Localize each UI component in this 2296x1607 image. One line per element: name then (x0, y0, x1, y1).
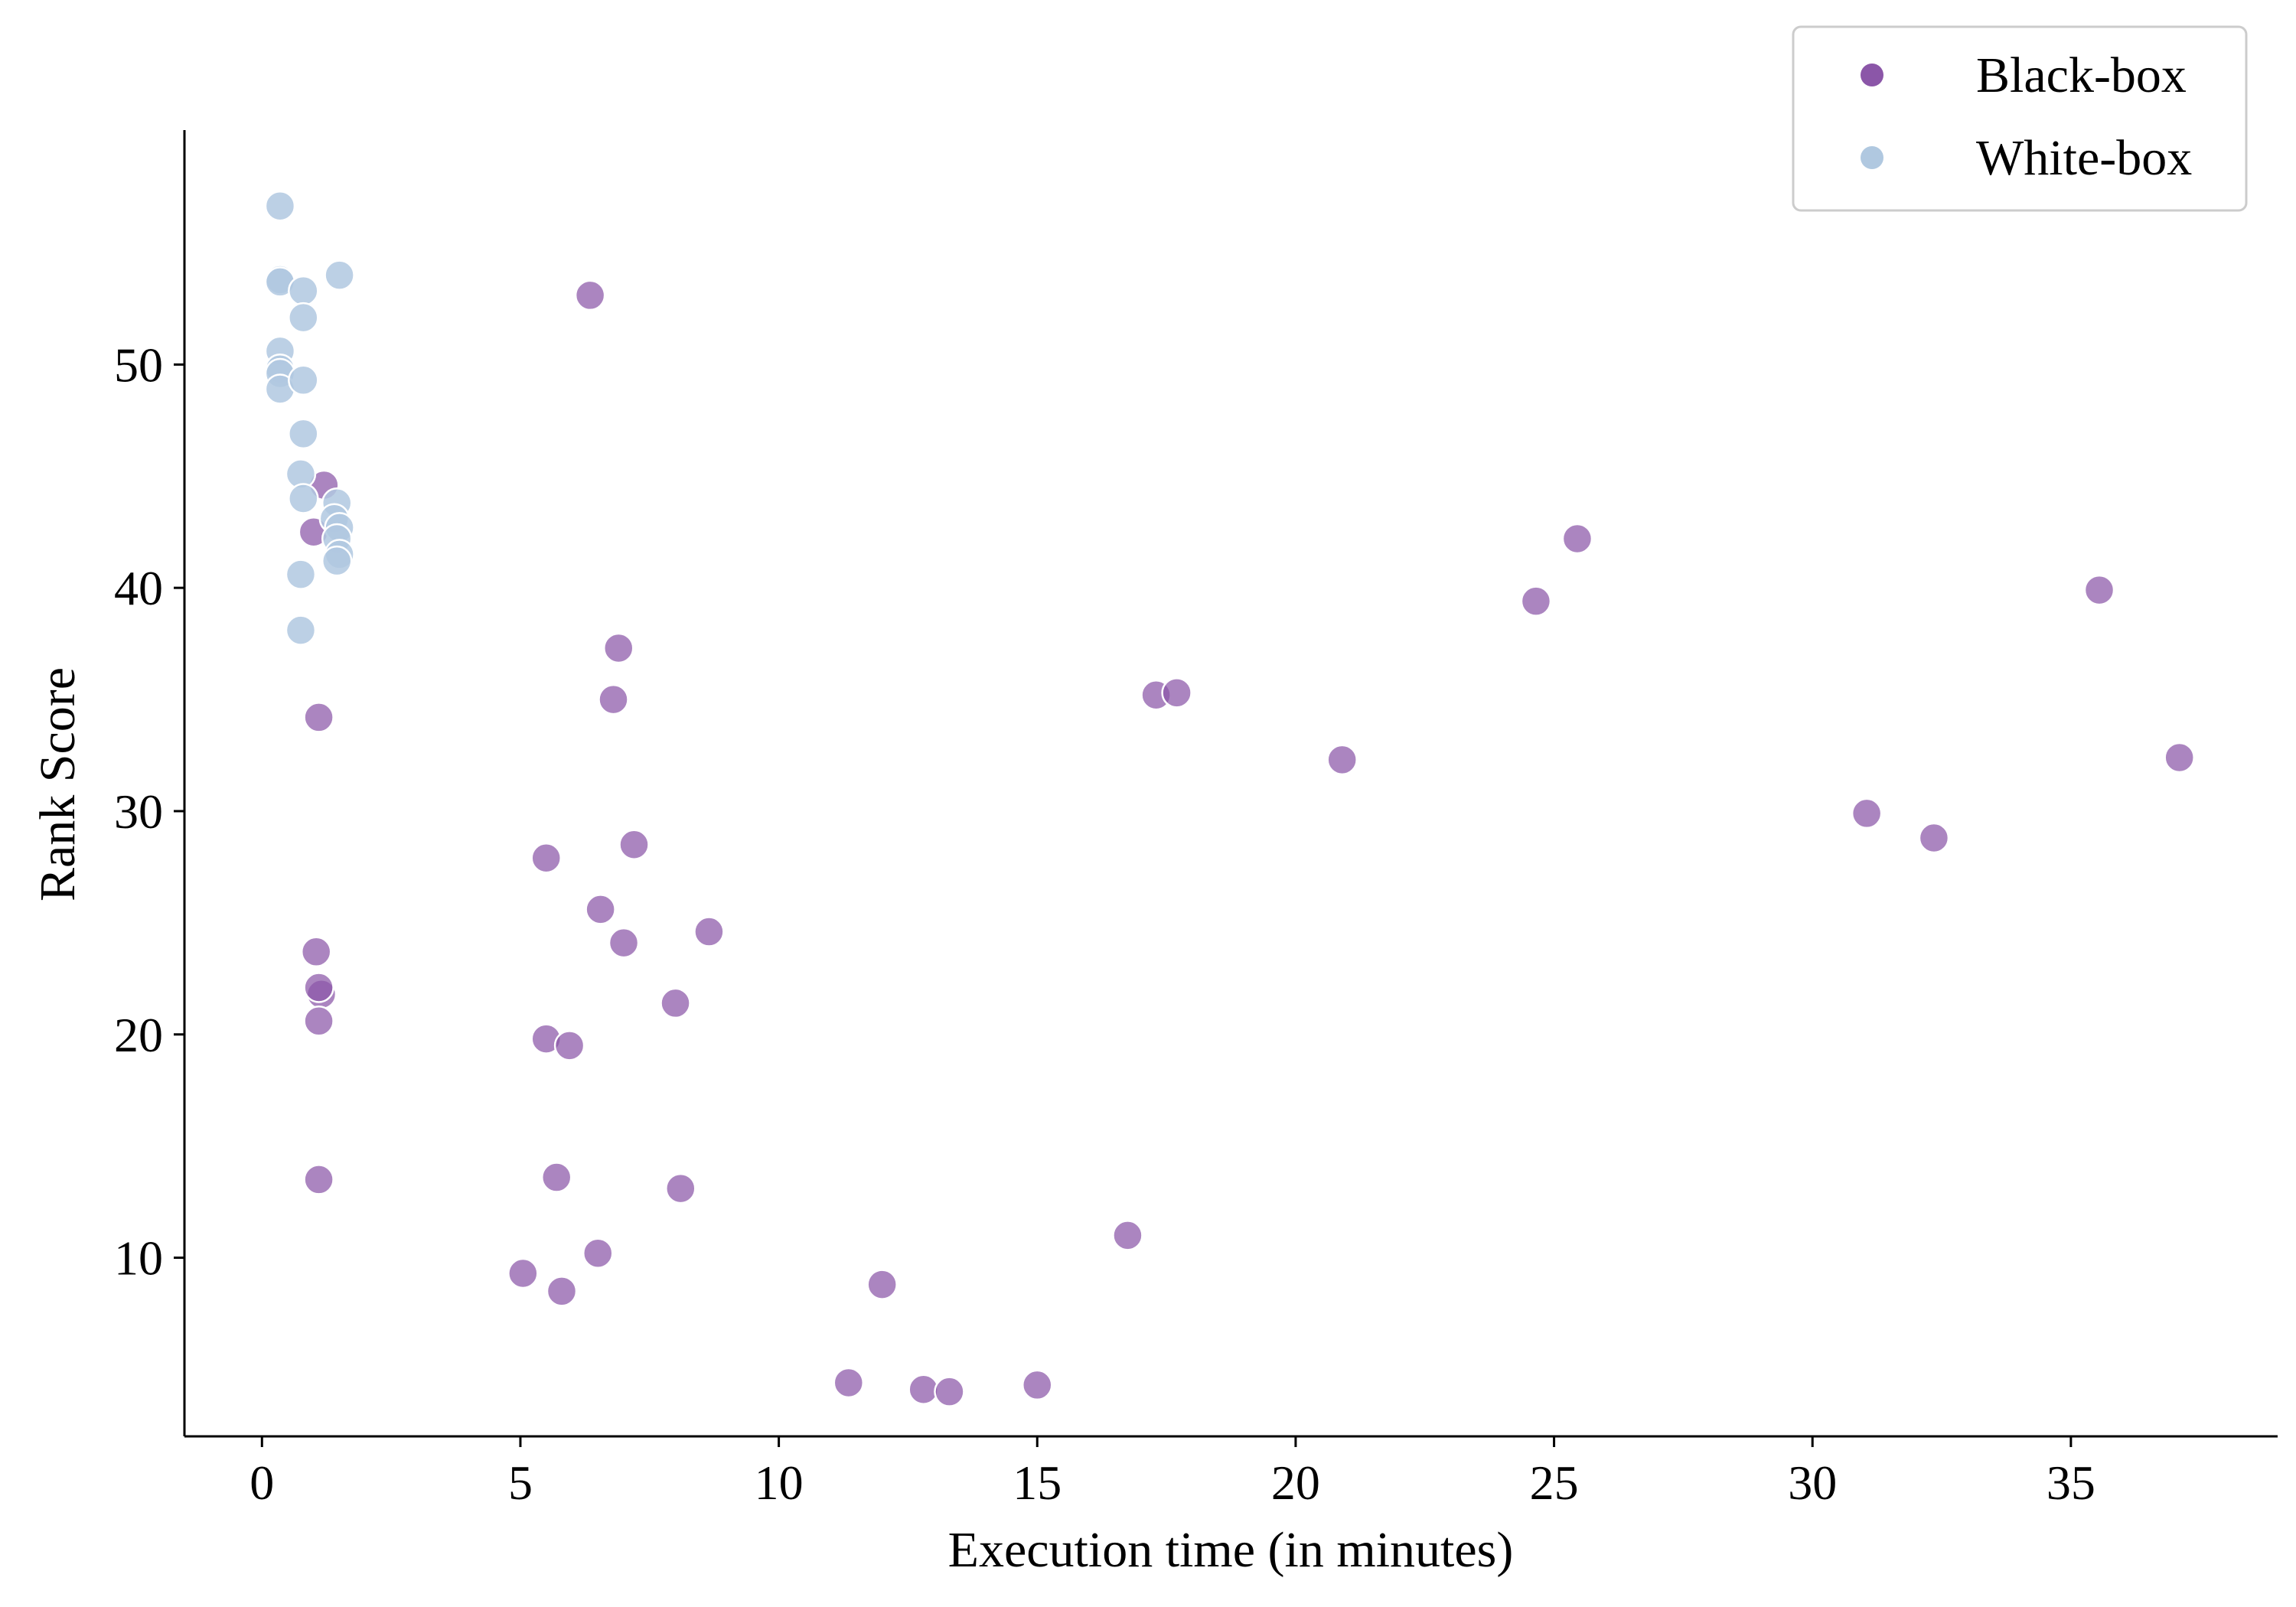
data-point (585, 894, 616, 925)
x-ticks: 0 5 10 15 20 25 30 35 (249, 1436, 2095, 1510)
x-tick-label: 10 (755, 1455, 804, 1510)
data-point (321, 545, 353, 577)
data-point (665, 1172, 696, 1204)
legend-marker-black-box (1861, 64, 1883, 86)
series-white-box (264, 190, 355, 646)
data-point (660, 987, 691, 1019)
data-point (608, 927, 640, 959)
legend-box (1792, 25, 2248, 212)
data-point (1918, 822, 1950, 854)
data-point (546, 1276, 578, 1307)
y-axis-label: Rank Score (30, 667, 86, 901)
data-point (303, 1006, 334, 1037)
data-point (1161, 677, 1192, 709)
data-point (693, 916, 725, 947)
data-point (1022, 1369, 1053, 1401)
legend: Black-box White-box (1792, 25, 2248, 212)
data-point (285, 614, 317, 646)
data-point (303, 1164, 334, 1195)
data-point (574, 279, 606, 311)
y-tick-label: 50 (114, 337, 163, 392)
x-tick-label: 25 (1530, 1455, 1579, 1510)
axes (183, 130, 2278, 1438)
data-point (1561, 523, 1593, 555)
data-point (507, 1257, 539, 1289)
y-ticks: 10 20 30 40 50 (114, 337, 184, 1286)
y-tick-label: 10 (114, 1231, 163, 1286)
data-point (288, 275, 319, 307)
data-point (603, 632, 634, 664)
data-point (2083, 574, 2115, 606)
x-tick-label: 15 (1013, 1455, 1062, 1510)
x-tick-label: 5 (508, 1455, 533, 1510)
data-point (324, 259, 355, 291)
data-point (264, 190, 296, 222)
y-tick-label: 20 (114, 1008, 163, 1062)
data-point (1326, 744, 1358, 776)
data-point (1520, 585, 1552, 617)
data-point (530, 843, 562, 874)
data-point (288, 483, 319, 514)
data-point (300, 936, 332, 968)
data-point (288, 364, 319, 396)
data-points (264, 190, 2195, 1407)
data-point (303, 972, 334, 1003)
data-point (285, 559, 317, 590)
data-point (540, 1162, 572, 1193)
data-point (582, 1237, 614, 1269)
data-point (598, 683, 629, 715)
data-point (1112, 1220, 1143, 1251)
y-tick-label: 30 (114, 784, 163, 839)
x-tick-label: 0 (249, 1455, 274, 1510)
data-point (908, 1374, 939, 1405)
data-point (288, 302, 319, 334)
data-point (866, 1269, 898, 1300)
data-point (288, 418, 319, 450)
x-tick-label: 30 (1788, 1455, 1837, 1510)
data-point (2164, 742, 2195, 774)
data-point (934, 1376, 965, 1407)
data-point (553, 1030, 585, 1061)
data-point (618, 829, 650, 860)
x-tick-label: 20 (1271, 1455, 1320, 1510)
x-tick-label: 35 (2047, 1455, 2095, 1510)
data-point (833, 1367, 865, 1399)
legend-marker-white-box (1861, 146, 1883, 169)
y-tick-label: 40 (114, 561, 163, 615)
legend-label-white-box: White-box (1976, 130, 2192, 186)
data-point (303, 702, 334, 733)
series-black-box (298, 279, 2195, 1407)
x-axis-label: Execution time (in minutes) (948, 1522, 1514, 1578)
legend-label-black-box: Black-box (1976, 47, 2187, 103)
data-point (1851, 797, 1883, 830)
